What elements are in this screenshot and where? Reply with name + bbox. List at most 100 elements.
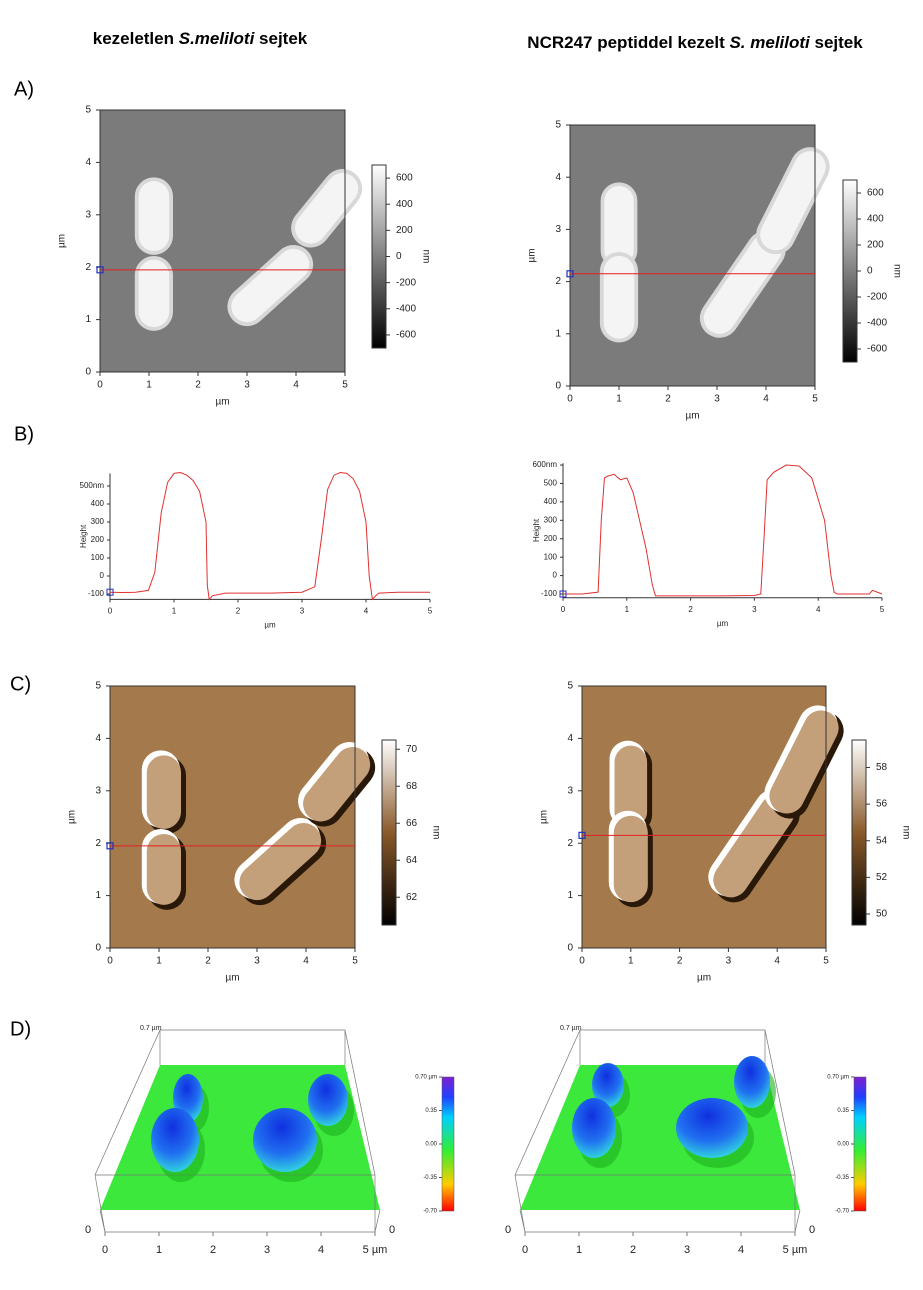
x-tick-label: 2: [210, 1244, 216, 1256]
x-tick-label: 4: [318, 1244, 324, 1256]
colorbar-tick-label: 50: [876, 909, 888, 920]
z-axis-label: 0.7 µm: [140, 1025, 162, 1032]
x-tick-label: 0: [567, 394, 573, 405]
cell-3d: [572, 1098, 616, 1158]
colorbar-tick-label: 58: [876, 762, 888, 773]
y-tick-label: 3: [95, 785, 101, 796]
x-axis-label: µm: [264, 621, 276, 630]
x-tick-label: 2: [195, 380, 201, 391]
corner-label: 0: [809, 1224, 815, 1236]
colorbar-tick-label: 62: [406, 892, 418, 903]
x-tick-label: 1: [576, 1244, 582, 1256]
x-tick-label: 5: [342, 380, 348, 391]
cell: [769, 710, 839, 814]
x-tick-label: 2: [688, 605, 693, 614]
colorbar-tick-label: -600: [867, 344, 887, 355]
colorbar-tick-label: 600: [396, 173, 413, 184]
corner-label: 0: [505, 1224, 511, 1236]
colorbar-label: nm: [420, 250, 431, 264]
box-edge: [94, 1174, 106, 1233]
x-tick-label: 5 µm: [363, 1244, 388, 1256]
colorbar-tick-label: -400: [867, 318, 887, 329]
x-tick-label: 0: [97, 380, 103, 391]
x-tick-label: 0: [579, 956, 585, 967]
y-tick-label: 4: [85, 157, 91, 168]
x-tick-label: 3: [264, 1244, 270, 1256]
profile-marker: [566, 270, 574, 278]
x-tick-label: 3: [752, 605, 757, 614]
y-tick-label: 2: [95, 838, 101, 849]
x-tick-label: 0: [102, 1244, 108, 1256]
y-axis-label: µm: [67, 810, 78, 824]
y-tick-label: 100: [91, 553, 105, 562]
x-tick-label: 1: [616, 394, 622, 405]
x-tick-label: 2: [677, 956, 683, 967]
x-tick-label: 1: [625, 605, 630, 614]
x-tick-label: 2: [665, 394, 671, 405]
cell-3d: [734, 1056, 770, 1108]
plot-frame: [99, 109, 346, 373]
x-tick-label: 5 µm: [783, 1244, 808, 1256]
x-tick-label: 1: [172, 607, 177, 616]
corner-label: 0: [389, 1224, 395, 1236]
profile-marker: [96, 266, 104, 274]
x-tick-label: 2: [236, 607, 241, 616]
y-tick-label: 2: [555, 276, 561, 287]
x-tick-label: 1: [156, 956, 162, 967]
colorbar-label: nm: [900, 826, 911, 840]
y-tick-label: 400: [91, 499, 105, 508]
y-tick-label: 4: [555, 172, 561, 183]
cell: [303, 746, 371, 822]
cell: [760, 151, 826, 251]
profile-marker: [106, 588, 114, 596]
y-tick-label: 100: [544, 552, 558, 561]
x-axis-label: µm: [697, 973, 711, 984]
colorbar-tick-label: 200: [867, 240, 884, 251]
y-tick-label: 0: [555, 381, 561, 392]
x-tick-label: 1: [146, 380, 152, 391]
x-tick-label: 3: [684, 1244, 690, 1256]
colorbar: [853, 1076, 867, 1212]
colorbar-tick-label: -0.70: [423, 1209, 437, 1215]
colorbar-tick-label: 0.35: [425, 1108, 437, 1114]
colorbar-label: nm: [891, 264, 902, 278]
y-tick-label: 1: [567, 890, 573, 901]
y-tick-label: 2: [85, 262, 91, 273]
profile-marker: [559, 590, 567, 598]
panel-label: D): [10, 1018, 31, 1040]
y-axis-label: Height: [79, 524, 88, 548]
x-tick-label: 3: [714, 394, 720, 405]
colorbar-tick-label: 200: [396, 225, 413, 236]
y-tick-label: 600nm: [533, 460, 558, 469]
colorbar-tick-label: -200: [396, 277, 416, 288]
x-tick-label: 0: [107, 956, 113, 967]
y-tick-label: 5: [85, 105, 91, 116]
colorbar-tick-label: 0.00: [837, 1142, 849, 1148]
y-tick-label: -100: [88, 589, 105, 598]
colorbar-tick-label: 52: [876, 872, 888, 883]
x-tick-label: 5: [823, 956, 829, 967]
x-tick-label: 4: [816, 605, 821, 614]
colorbar: [842, 179, 858, 363]
x-axis-label: µm: [685, 411, 699, 422]
colorbar-tick-label: 0.00: [425, 1142, 437, 1148]
y-tick-label: 500: [544, 479, 558, 488]
y-tick-label: -100: [541, 589, 558, 598]
x-tick-label: 1: [156, 1244, 162, 1256]
y-tick-label: 5: [555, 120, 561, 131]
cell-3d: [592, 1063, 624, 1107]
z-axis-label: 0.7 µm: [560, 1025, 582, 1032]
y-tick-label: 400: [544, 497, 558, 506]
plot-frame: [569, 124, 816, 387]
height-profile: [563, 464, 883, 597]
x-axis-label: µm: [215, 397, 229, 408]
x-tick-label: 4: [364, 607, 369, 616]
cell: [703, 234, 782, 334]
colorbar-tick-label: -200: [867, 292, 887, 303]
x-tick-label: 5: [812, 394, 818, 405]
x-tick-label: 0: [561, 605, 566, 614]
colorbar: [381, 739, 397, 926]
colorbar-tick-label: 0.70 µm: [415, 1075, 437, 1081]
x-tick-label: 4: [774, 956, 780, 967]
